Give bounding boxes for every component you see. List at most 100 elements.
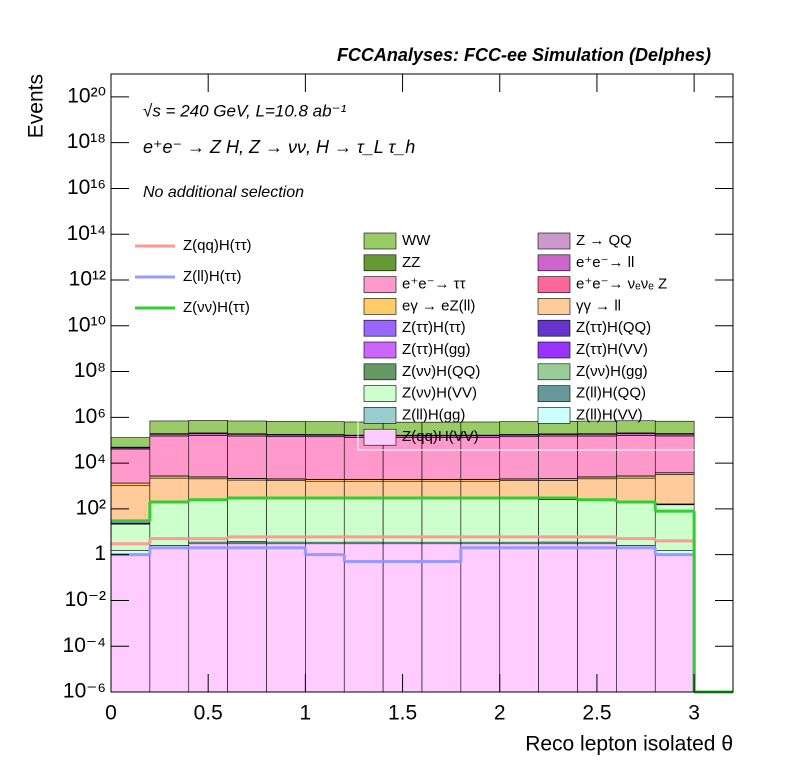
legend-swatch: [537, 232, 571, 250]
bar-segment: [227, 420, 267, 435]
bar-segment: [305, 421, 345, 435]
bar-segment: [110, 482, 151, 487]
bar-segment: [460, 543, 501, 693]
y-tick-label: 10¹⁶: [67, 176, 106, 199]
bar-segment: [149, 547, 190, 693]
y-tick-label: 10⁻⁴: [63, 634, 106, 657]
bar-segment: [421, 543, 462, 693]
y-tick-label: 10²⁰: [67, 84, 106, 107]
bar-segment: [460, 437, 501, 480]
legend-swatch: [537, 341, 571, 359]
legend-swatch: [363, 341, 397, 359]
bar-segment: [227, 497, 267, 542]
legend-swatch: [363, 298, 397, 315]
bar-segment: [110, 485, 151, 522]
bar-segment: [305, 436, 345, 480]
legend-label: Z(νν)H(gg): [576, 363, 648, 380]
bar-segment: [227, 543, 267, 693]
bar-segment: [654, 474, 695, 505]
y-tick-label: 10¹⁸: [67, 130, 106, 153]
bar-segment: [188, 543, 228, 693]
bar-segment: [305, 543, 345, 693]
bar-segment: [343, 543, 384, 693]
x-tick-label: 3: [688, 702, 700, 725]
y-axis-label: Events: [25, 74, 48, 138]
bar-segment: [382, 480, 423, 498]
legend-swatch: [537, 319, 571, 337]
y-tick-label: 10⁴: [74, 451, 106, 474]
bar-segment: [149, 420, 190, 434]
bar-segment: [499, 436, 539, 480]
legend-label: Z → QQ: [576, 232, 632, 249]
legend-label: eγ → eZ(ll): [402, 297, 475, 314]
bar-segment: [499, 421, 539, 435]
chart-title: FCCAnalyses: FCC-ee Simulation (Delphes): [337, 45, 711, 65]
bar-segment: [499, 543, 539, 693]
annotation: No additional selection: [143, 184, 304, 201]
annotation: √s = 240 GeV, L=10.8 ab⁻¹: [143, 101, 347, 120]
bar-segment: [654, 554, 695, 693]
bar-segment: [110, 554, 151, 693]
bar-segment: [188, 478, 228, 500]
legend-swatch: [363, 232, 397, 250]
legend-swatch: [537, 363, 571, 381]
bar-segment: [266, 543, 306, 693]
legend-box: [357, 229, 709, 451]
bar-segment: [149, 477, 190, 502]
legend-swatch: [363, 254, 397, 272]
bar-segment: [538, 543, 578, 693]
legend-label: e⁺e⁻→ ll: [576, 254, 634, 271]
legend-label: Z(qq)H(VV): [402, 428, 479, 445]
bar-segment: [654, 435, 695, 473]
bar-segment: [149, 435, 190, 477]
bar-segment: [188, 499, 228, 543]
legend-swatch: [537, 407, 571, 424]
bar-segment: [538, 435, 578, 479]
bar-segment: [538, 499, 578, 543]
legend-swatch: [363, 385, 397, 402]
bar-segment: [110, 437, 151, 448]
y-tick-label: 10²: [76, 496, 106, 519]
legend-swatch: [537, 254, 571, 272]
x-axis-label: Reco lepton isolated θ: [525, 733, 733, 756]
bar-segment: [654, 420, 695, 434]
legend-label: Z(ll)H(ττ): [183, 268, 242, 285]
bar-segment: [110, 523, 151, 551]
bar-segment: [577, 435, 617, 478]
bar-segment: [499, 480, 539, 498]
x-tick-label: 0.5: [194, 702, 223, 725]
legend-label: Z(ττ)H(ττ): [402, 319, 466, 336]
y-tick-label: 10⁶: [74, 405, 106, 428]
legend-label: γγ → ll: [576, 297, 621, 314]
bar-segment: [616, 547, 656, 693]
y-tick-label: 10¹⁰: [67, 313, 106, 336]
x-tick-label: 1.5: [388, 702, 417, 725]
legend-label: Z(ll)H(QQ): [576, 385, 646, 402]
legend-swatch: [363, 428, 397, 446]
bar-segment: [616, 477, 656, 502]
bar-segment: [616, 435, 656, 477]
x-tick-label: 1: [300, 702, 312, 725]
bar-segment: [266, 480, 306, 498]
bar-segment: [577, 543, 617, 693]
bar-segment: [188, 420, 228, 434]
legend-label: Z(νν)H(VV): [402, 385, 477, 402]
legend-label: Z(ll)H(gg): [402, 406, 465, 423]
bar-segment: [110, 448, 151, 484]
bar-segment: [305, 497, 345, 543]
legend-label: WW: [402, 232, 431, 249]
legend-label: Z(ττ)H(QQ): [576, 319, 651, 336]
legend-label: e⁺e⁻→ ττ: [402, 276, 466, 293]
legend-swatch: [363, 407, 397, 424]
bar-segment: [577, 478, 617, 500]
bar-segment: [343, 480, 384, 498]
legend-label: Z(νν)H(ττ): [183, 299, 250, 316]
bar-segment: [577, 499, 617, 543]
bar-segment: [382, 543, 423, 693]
bar-segment: [227, 435, 267, 479]
legend-swatch: [363, 363, 397, 381]
plot-frame: [110, 73, 734, 693]
bar-segment: [149, 475, 190, 479]
legend-label: e⁺e⁻→ νₑνₑ Z: [576, 276, 667, 293]
y-tick-label: 10⁻²: [65, 588, 106, 611]
